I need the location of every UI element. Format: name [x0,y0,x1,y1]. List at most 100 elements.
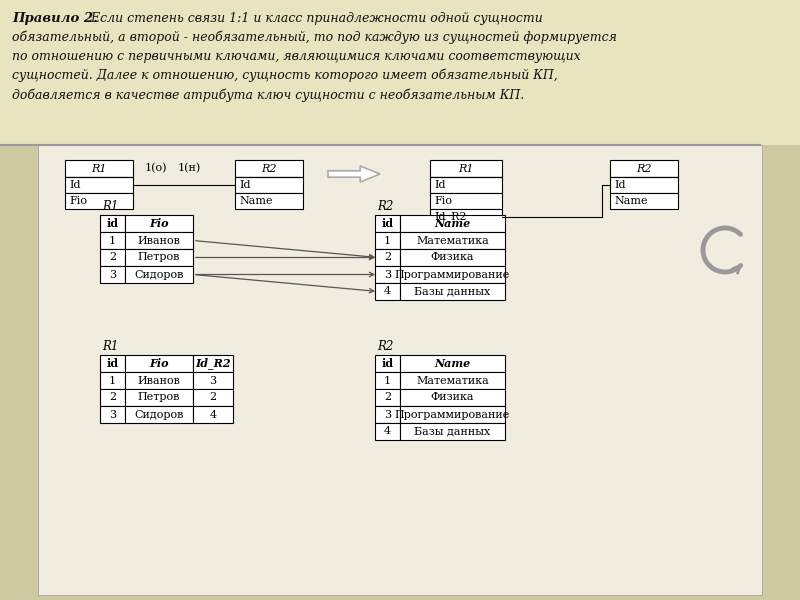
Text: Сидоров: Сидоров [134,269,184,280]
Text: Если степень связи 1:1 и класс принадлежности одной сущности: Если степень связи 1:1 и класс принадлеж… [87,12,542,25]
Bar [400,406,505,423]
Bar [125,215,193,232]
Bar [100,372,125,389]
Text: Петров: Петров [138,253,180,263]
Text: Базы данных: Базы данных [414,427,490,437]
Text: 2: 2 [109,392,116,403]
Bar [610,193,678,209]
Bar [100,232,125,249]
Text: Id_R2: Id_R2 [434,212,466,223]
Polygon shape [328,166,380,182]
Bar [400,372,505,389]
Text: Fio: Fio [150,358,169,369]
Bar [65,193,133,209]
Bar [375,423,400,440]
Text: 3: 3 [109,269,116,280]
Text: Правило 2.: Правило 2. [12,12,98,25]
Text: Id: Id [614,180,626,190]
Text: id: id [382,358,394,369]
Text: 3: 3 [384,409,391,419]
Bar [400,283,505,300]
Text: 2: 2 [109,253,116,263]
Text: R2: R2 [262,163,277,173]
Bar [100,355,125,372]
Bar [125,406,193,423]
Text: 1: 1 [384,235,391,245]
Text: 2: 2 [384,253,391,263]
Text: R1: R1 [91,163,106,173]
Bar [235,193,303,209]
Bar [610,177,678,193]
Bar [375,266,400,283]
Bar [375,389,400,406]
Bar [430,160,502,177]
Text: id: id [106,358,118,369]
Bar [400,215,505,232]
Text: Иванов: Иванов [138,235,181,245]
Text: обязательный, а второй - необязательный, то под каждую из сущностей формируется: обязательный, а второй - необязательный,… [12,31,617,44]
Text: Сидоров: Сидоров [134,409,184,419]
Bar [125,266,193,283]
Text: 2: 2 [384,392,391,403]
Text: Программирование: Программирование [395,269,510,280]
Text: R1: R1 [102,340,118,353]
Text: Id: Id [239,180,250,190]
Text: id: id [382,218,394,229]
Text: Физика: Физика [430,253,474,263]
Text: 4: 4 [384,286,391,296]
Text: Name: Name [614,196,647,206]
Text: Id: Id [434,180,446,190]
Bar [400,249,505,266]
Text: Fio: Fio [69,196,87,206]
Text: Name: Name [434,218,470,229]
Bar [400,266,505,283]
Bar [38,145,762,595]
Text: R1: R1 [102,200,118,213]
Bar [235,177,303,193]
Bar [125,355,193,372]
Text: 4: 4 [384,427,391,437]
Text: Иванов: Иванов [138,376,181,385]
Bar [65,177,133,193]
Bar [100,406,125,423]
Bar [100,249,125,266]
Bar [193,406,233,423]
Text: 1: 1 [109,235,116,245]
Text: Name: Name [239,196,273,206]
Text: 3: 3 [384,269,391,280]
Text: Fio: Fio [150,218,169,229]
Bar [375,406,400,423]
Text: id: id [106,218,118,229]
Text: R2: R2 [377,200,394,213]
Bar [65,160,133,177]
Bar [430,209,502,225]
Bar [400,423,505,440]
Text: R2: R2 [377,340,394,353]
Bar [100,266,125,283]
Bar [375,372,400,389]
Text: Name: Name [434,358,470,369]
Bar [400,232,505,249]
Bar [375,232,400,249]
Text: 4: 4 [210,409,217,419]
Text: Программирование: Программирование [395,409,510,419]
Bar [193,372,233,389]
Bar [193,389,233,406]
Text: 1: 1 [384,376,391,385]
Bar [125,249,193,266]
Text: 1(о): 1(о) [145,163,167,173]
Bar [430,193,502,209]
Bar [400,389,505,406]
Text: R1: R1 [458,163,474,173]
Bar [100,215,125,232]
Text: Id_R2: Id_R2 [195,358,231,370]
Bar [125,372,193,389]
Text: 1(н): 1(н) [178,163,202,173]
Text: сущностей. Далее к отношению, сущность которого имеет обязательный КП,: сущностей. Далее к отношению, сущность к… [12,69,558,82]
Text: Математика: Математика [416,235,489,245]
Text: 3: 3 [210,376,217,385]
Bar [125,389,193,406]
Bar [375,355,400,372]
Text: R2: R2 [636,163,652,173]
Bar [400,355,505,372]
